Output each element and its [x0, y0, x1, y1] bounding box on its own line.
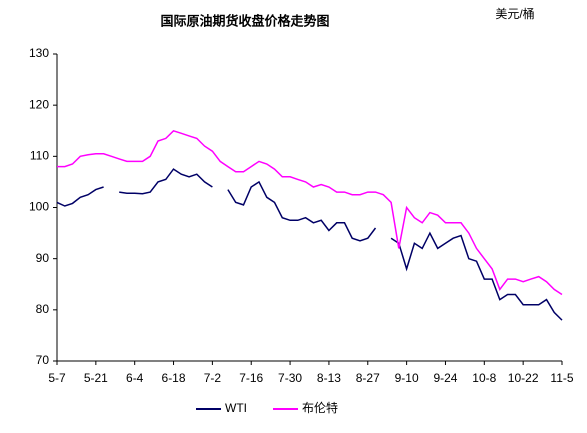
x-tick-label: 5-21	[84, 371, 108, 385]
y-tick-label: 70	[36, 353, 50, 367]
x-tick-label: 10-8	[472, 371, 496, 385]
x-tick-label: 7-30	[278, 371, 302, 385]
chart-title: 国际原油期货收盘价格走势图	[160, 13, 329, 28]
y-tick-label: 110	[30, 149, 49, 163]
unit-label: 美元/桶	[495, 6, 534, 21]
x-tick-label: 7-16	[239, 371, 263, 385]
y-tick-label: 100	[29, 200, 49, 214]
x-tick-label: 9-10	[395, 371, 419, 385]
x-tick-label: 10-22	[508, 371, 539, 385]
y-tick-label: 90	[36, 251, 50, 265]
data-line	[57, 129, 563, 296]
y-tick-label: 80	[36, 302, 50, 316]
x-tick-label: 11-5	[550, 371, 573, 385]
data-line	[56, 168, 563, 321]
x-tick-label: 6-4	[126, 371, 144, 385]
x-tick-label: 8-27	[356, 371, 380, 385]
x-tick-label: 6-18	[162, 371, 186, 385]
x-tick-label: 7-2	[204, 371, 222, 385]
y-tick-label: 130	[29, 46, 49, 60]
x-tick-label: 9-24	[433, 371, 457, 385]
legend-label: 布伦特	[302, 400, 338, 415]
legend-label: WTI	[225, 401, 247, 415]
y-tick-label: 120	[29, 97, 49, 111]
x-tick-label: 8-13	[317, 371, 341, 385]
x-tick-label: 5-7	[48, 371, 66, 385]
